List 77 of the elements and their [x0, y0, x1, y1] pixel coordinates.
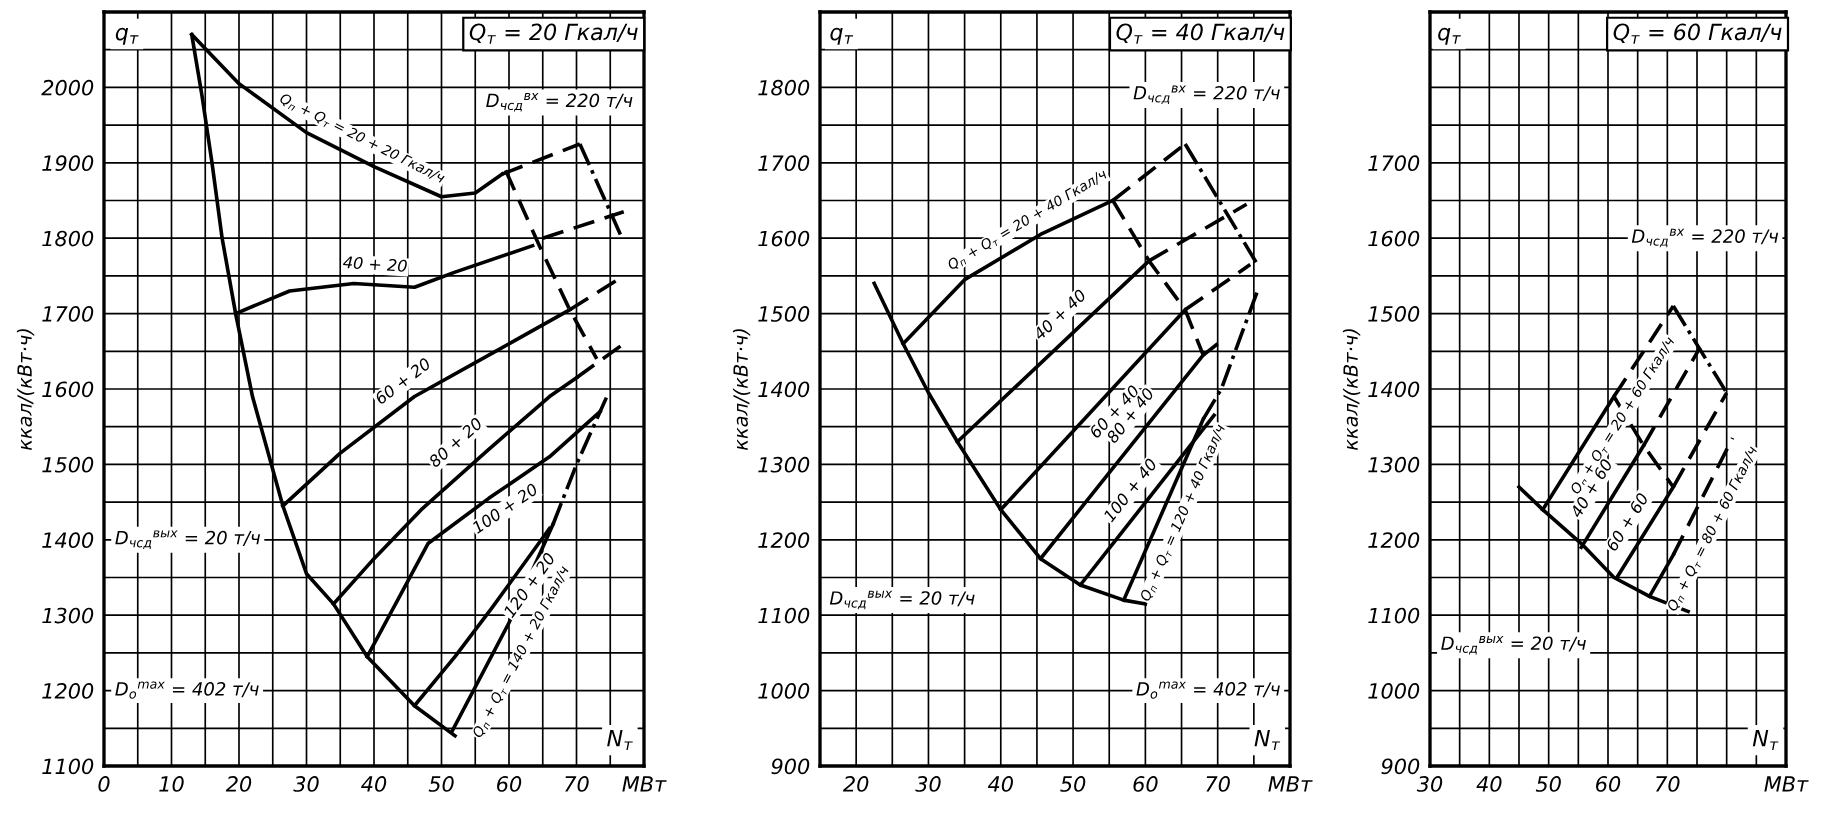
x-tick-label: 70	[565, 776, 589, 792]
x-tick-label: 30	[1416, 776, 1443, 792]
y-tick-label: 1300	[758, 456, 810, 473]
y-axis-title: ккал/(кВт·ч)	[1342, 329, 1361, 451]
y-tick-label: 1100	[758, 607, 810, 624]
x-tick-label: 20	[225, 776, 252, 792]
y-tick-label: 1500	[42, 456, 94, 473]
annotation: D$_{чсд}$$^{вх}$ = 220 т/ч	[1133, 85, 1280, 105]
y-tick-label: 1700	[42, 306, 94, 322]
y-tick-label: 1800	[758, 79, 810, 96]
y-tick-label: 1800	[42, 230, 94, 247]
y-tick-label: 1400	[1368, 381, 1420, 398]
annotation: D$_{о}$$^{max}$ = 402 т/ч	[115, 681, 259, 699]
y-tick-label: 1700	[758, 155, 810, 172]
annotation: q$_{т}$	[115, 27, 139, 45]
annotation: N$_{т}$	[1254, 730, 1281, 750]
y-tick-label: 1600	[758, 230, 810, 247]
x-tick-label: 70	[1206, 776, 1230, 792]
y-tick-label: 1300	[42, 607, 94, 624]
chart-title: Q$_{т}$ = 40 Гкал/ч	[1116, 23, 1285, 44]
annotation: 40 + 40	[1032, 288, 1087, 341]
x-tick-label: 30	[293, 776, 319, 792]
annotation: 60 + 60	[1605, 491, 1649, 552]
y-axis-title: ккал/(кВт·ч)	[732, 329, 751, 451]
x-tick-label: 60	[497, 776, 522, 792]
x-tick-label: 40	[1476, 776, 1502, 792]
y-tick-label: 1600	[42, 381, 94, 398]
x-tick-label: 40	[987, 776, 1013, 792]
x-tick-label: МВт	[1268, 776, 1313, 792]
y-tick-label: 1700	[1368, 155, 1420, 172]
y-tick-label: 900	[771, 758, 810, 775]
y-tick-label: 1100	[42, 758, 94, 775]
annotation: 80 + 20	[427, 416, 484, 469]
chart-title: Q$_{т}$ = 20 Гкал/ч	[469, 23, 638, 44]
chart-title: Q$_{т}$ = 60 Гкал/ч	[1613, 23, 1782, 44]
annotation: q$_{т}$	[830, 27, 854, 45]
y-tick-label: 2000	[41, 79, 94, 96]
annotation: D$_{чсд}$$^{вх}$ = 220 т/ч	[1631, 228, 1779, 248]
x-tick-label: 0	[98, 776, 110, 792]
y-tick-label: 1400	[42, 532, 94, 549]
x-tick-label: 40	[361, 776, 387, 792]
annotation: 100 + 20	[471, 482, 539, 535]
x-tick-label: 50	[428, 776, 454, 792]
annotation: D$_{о}$$^{max}$ = 402 т/ч	[1136, 681, 1280, 699]
y-tick-label: 1000	[1368, 683, 1420, 699]
y-tick-label: 1200	[1368, 532, 1420, 549]
x-tick-label: 60	[1596, 776, 1621, 792]
annotation: D$_{чсд}$$^{вых}$ = 20 т/ч	[1441, 635, 1586, 655]
y-tick-label: 1200	[758, 532, 810, 549]
y-tick-label: 1000	[758, 683, 810, 699]
annotation: D$_{чсд}$$^{вых}$ = 20 т/ч	[829, 590, 975, 610]
annotation: D$_{чсд}$$^{вых}$ = 20 т/ч	[115, 530, 261, 549]
y-tick-label: 1500	[1368, 306, 1420, 322]
y-tick-label: 1200	[42, 683, 94, 699]
x-tick-label: 10	[159, 776, 184, 792]
y-tick-label: 1600	[1368, 230, 1420, 247]
annotation: q$_{т}$	[1438, 27, 1461, 45]
x-tick-label: 60	[1133, 776, 1158, 792]
annotation: N$_{т}$	[607, 730, 633, 750]
y-tick-label: 900	[1381, 758, 1420, 775]
x-tick-label: МВт	[622, 776, 667, 792]
x-tick-label: 70	[1656, 776, 1680, 792]
x-tick-label: МВт	[1764, 776, 1809, 792]
y-tick-label: 1900	[42, 155, 94, 172]
annotation: 60 + 20	[374, 357, 432, 405]
annotation: N$_{т}$	[1752, 730, 1779, 750]
y-tick-label: 1400	[758, 381, 810, 398]
x-tick-label: 50	[1060, 776, 1086, 792]
annotation: D$_{чсд}$$^{вх}$ = 220 т/ч	[486, 93, 633, 112]
y-tick-label: 1500	[758, 306, 810, 322]
y-axis-title: ккал/(кВт·ч)	[16, 329, 35, 451]
y-tick-label: 1100	[1368, 607, 1420, 624]
y-tick-label: 1300	[1368, 456, 1420, 473]
x-tick-label: 30	[915, 776, 941, 792]
x-tick-label: 50	[1535, 776, 1561, 792]
annotation: 40 + 20	[342, 255, 408, 273]
x-tick-label: 20	[842, 776, 869, 792]
